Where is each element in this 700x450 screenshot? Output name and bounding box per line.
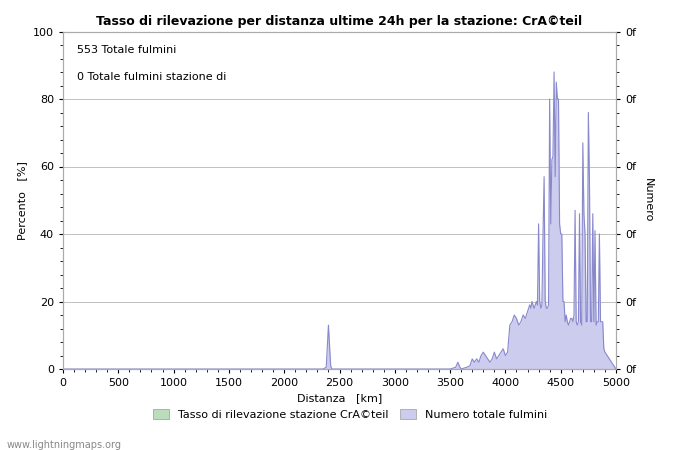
X-axis label: Distanza   [km]: Distanza [km] [297,394,382,404]
Text: 0 Totale fulmini stazione di: 0 Totale fulmini stazione di [77,72,226,82]
Y-axis label: Numero: Numero [643,178,652,222]
Legend: Tasso di rilevazione stazione CrA©teil, Numero totale fulmini: Tasso di rilevazione stazione CrA©teil, … [148,405,552,424]
Text: 553 Totale fulmini: 553 Totale fulmini [77,45,176,55]
Y-axis label: Percento   [%]: Percento [%] [18,161,27,240]
Text: www.lightningmaps.org: www.lightningmaps.org [7,440,122,450]
Title: Tasso di rilevazione per distanza ultime 24h per la stazione: CrA©teil: Tasso di rilevazione per distanza ultime… [97,14,582,27]
